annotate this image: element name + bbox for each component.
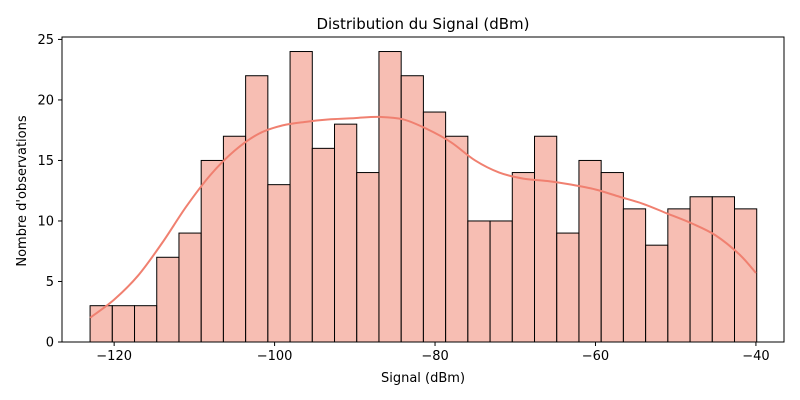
y-axis-label: Nombre d'observations — [15, 115, 30, 266]
histogram-bar — [400, 75, 424, 343]
y-tick-label: 25 — [37, 33, 54, 48]
histogram-bar — [645, 244, 669, 343]
x-axis-label: Signal (dBm) — [381, 371, 465, 386]
histogram-bar — [156, 256, 180, 343]
x-tick-label: −80 — [421, 349, 448, 364]
histogram-bar — [667, 208, 691, 343]
histogram-bar — [467, 220, 491, 343]
histogram-bar — [734, 208, 758, 343]
histogram-bar — [222, 135, 247, 343]
y-axis: 0 5 10 15 20 25 — [37, 33, 62, 351]
histogram-bar — [245, 75, 269, 343]
histogram-bar — [689, 196, 713, 343]
y-tick-label: 20 — [37, 93, 54, 108]
y-tick-label: 5 — [46, 275, 54, 290]
histogram-bar — [200, 159, 224, 343]
histogram-bar — [334, 123, 358, 343]
x-tick-label: −120 — [96, 349, 132, 364]
histogram-bar — [267, 184, 291, 343]
histogram-bar — [289, 51, 313, 343]
histogram-bar — [534, 135, 558, 343]
kde-group — [89, 115, 757, 319]
histogram-bar — [178, 232, 202, 343]
histogram-bar — [445, 135, 469, 343]
histogram-bar — [89, 305, 113, 343]
x-tick-label: −60 — [582, 349, 609, 364]
histogram-bar — [378, 51, 402, 343]
histogram-bar — [111, 305, 136, 343]
x-tick-label: −40 — [742, 349, 769, 364]
histogram-bar — [511, 172, 536, 343]
y-tick-label: 10 — [37, 214, 54, 229]
y-tick-label: 0 — [46, 336, 54, 351]
histogram-bar — [711, 196, 736, 343]
histogram-bar — [311, 147, 336, 343]
chart-title: Distribution du Signal (dBm) — [316, 15, 529, 33]
histogram-bar — [600, 172, 624, 343]
y-tick-label: 15 — [37, 154, 54, 169]
x-tick-label: −100 — [257, 349, 293, 364]
histogram-bar — [356, 172, 380, 343]
kde-line — [89, 115, 757, 319]
histogram-bar — [556, 232, 580, 343]
x-axis: −120 −100 −80 −60 −40 — [96, 342, 770, 364]
bars-group — [89, 51, 758, 343]
histogram-bar — [489, 220, 513, 343]
histogram-bar — [134, 305, 158, 343]
histogram-bar — [622, 208, 647, 343]
histogram-bar — [422, 111, 447, 343]
plot-frame — [61, 36, 785, 343]
